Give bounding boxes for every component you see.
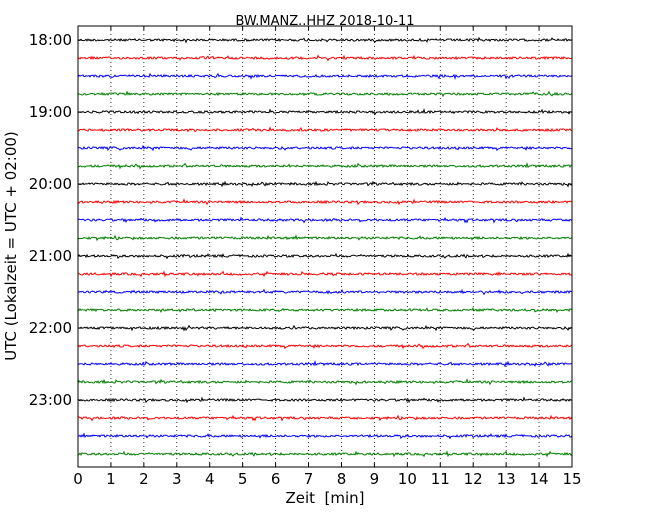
x-tick-label-15: 15 bbox=[562, 470, 581, 488]
trace-2330 bbox=[77, 432, 573, 440]
trace-1930 bbox=[77, 144, 573, 152]
trace-2200 bbox=[77, 324, 573, 332]
trace-2345 bbox=[77, 450, 573, 458]
x-tick-label-2: 2 bbox=[139, 470, 149, 488]
y-tick-label-1900: 19:00 bbox=[29, 103, 72, 121]
x-tick-label-3: 3 bbox=[172, 470, 182, 488]
seismic-traces bbox=[77, 36, 573, 458]
trace-2215 bbox=[77, 342, 573, 350]
x-tick-label-13: 13 bbox=[497, 470, 516, 488]
y-tick-label-2200: 22:00 bbox=[29, 319, 72, 337]
x-tick-labels: 0 1 2 3 4 5 6 7 8 9 10 11 12 13 14 15 bbox=[73, 470, 581, 488]
x-tick-label-11: 11 bbox=[431, 470, 450, 488]
trace-1900 bbox=[77, 108, 573, 116]
trace-1915 bbox=[77, 126, 573, 133]
trace-2145 bbox=[77, 306, 573, 314]
x-tick-label-5: 5 bbox=[238, 470, 248, 488]
y-tick-label-1800: 18:00 bbox=[29, 31, 72, 49]
x-tick-label-1: 1 bbox=[106, 470, 116, 488]
trace-2100 bbox=[77, 252, 573, 260]
trace-2045 bbox=[77, 234, 573, 242]
trace-1815 bbox=[77, 54, 573, 62]
trace-1830 bbox=[77, 72, 573, 80]
x-tick-label-7: 7 bbox=[304, 470, 314, 488]
x-tick-label-14: 14 bbox=[530, 470, 549, 488]
x-tick-label-4: 4 bbox=[205, 470, 215, 488]
y-tick-label-2300: 23:00 bbox=[29, 391, 72, 409]
trace-2000 bbox=[77, 180, 573, 188]
trace-2015 bbox=[77, 198, 573, 206]
chart-title: BW.MANZ..HHZ 2018-10-11 bbox=[235, 14, 414, 29]
trace-2230 bbox=[77, 359, 573, 368]
y-tick-labels: 18:00 19:00 20:00 21:00 22:00 23:00 bbox=[29, 31, 72, 409]
x-tick-label-8: 8 bbox=[337, 470, 347, 488]
x-tick-label-9: 9 bbox=[370, 470, 380, 488]
trace-1845 bbox=[77, 90, 573, 98]
trace-2030 bbox=[77, 216, 573, 224]
x-tick-label-6: 6 bbox=[271, 470, 281, 488]
trace-1945 bbox=[77, 161, 573, 170]
x-axis-label: Zeit [min] bbox=[285, 489, 364, 507]
y-tick-label-2000: 20:00 bbox=[29, 175, 72, 193]
trace-2300 bbox=[77, 396, 573, 404]
y-tick-label-2100: 21:00 bbox=[29, 247, 72, 265]
x-tick-label-10: 10 bbox=[398, 470, 417, 488]
trace-2315 bbox=[77, 414, 573, 422]
trace-2130 bbox=[77, 288, 573, 296]
vertical-gridlines bbox=[110, 26, 540, 467]
x-tick-label-0: 0 bbox=[73, 470, 83, 488]
plot-frame bbox=[77, 25, 573, 468]
trace-2115 bbox=[77, 270, 573, 278]
trace-2245 bbox=[77, 378, 573, 386]
y-axis-label: UTC (Lokalzeit = UTC + 02:00) bbox=[2, 131, 20, 361]
trace-1800 bbox=[77, 36, 573, 44]
x-tick-label-12: 12 bbox=[464, 470, 483, 488]
